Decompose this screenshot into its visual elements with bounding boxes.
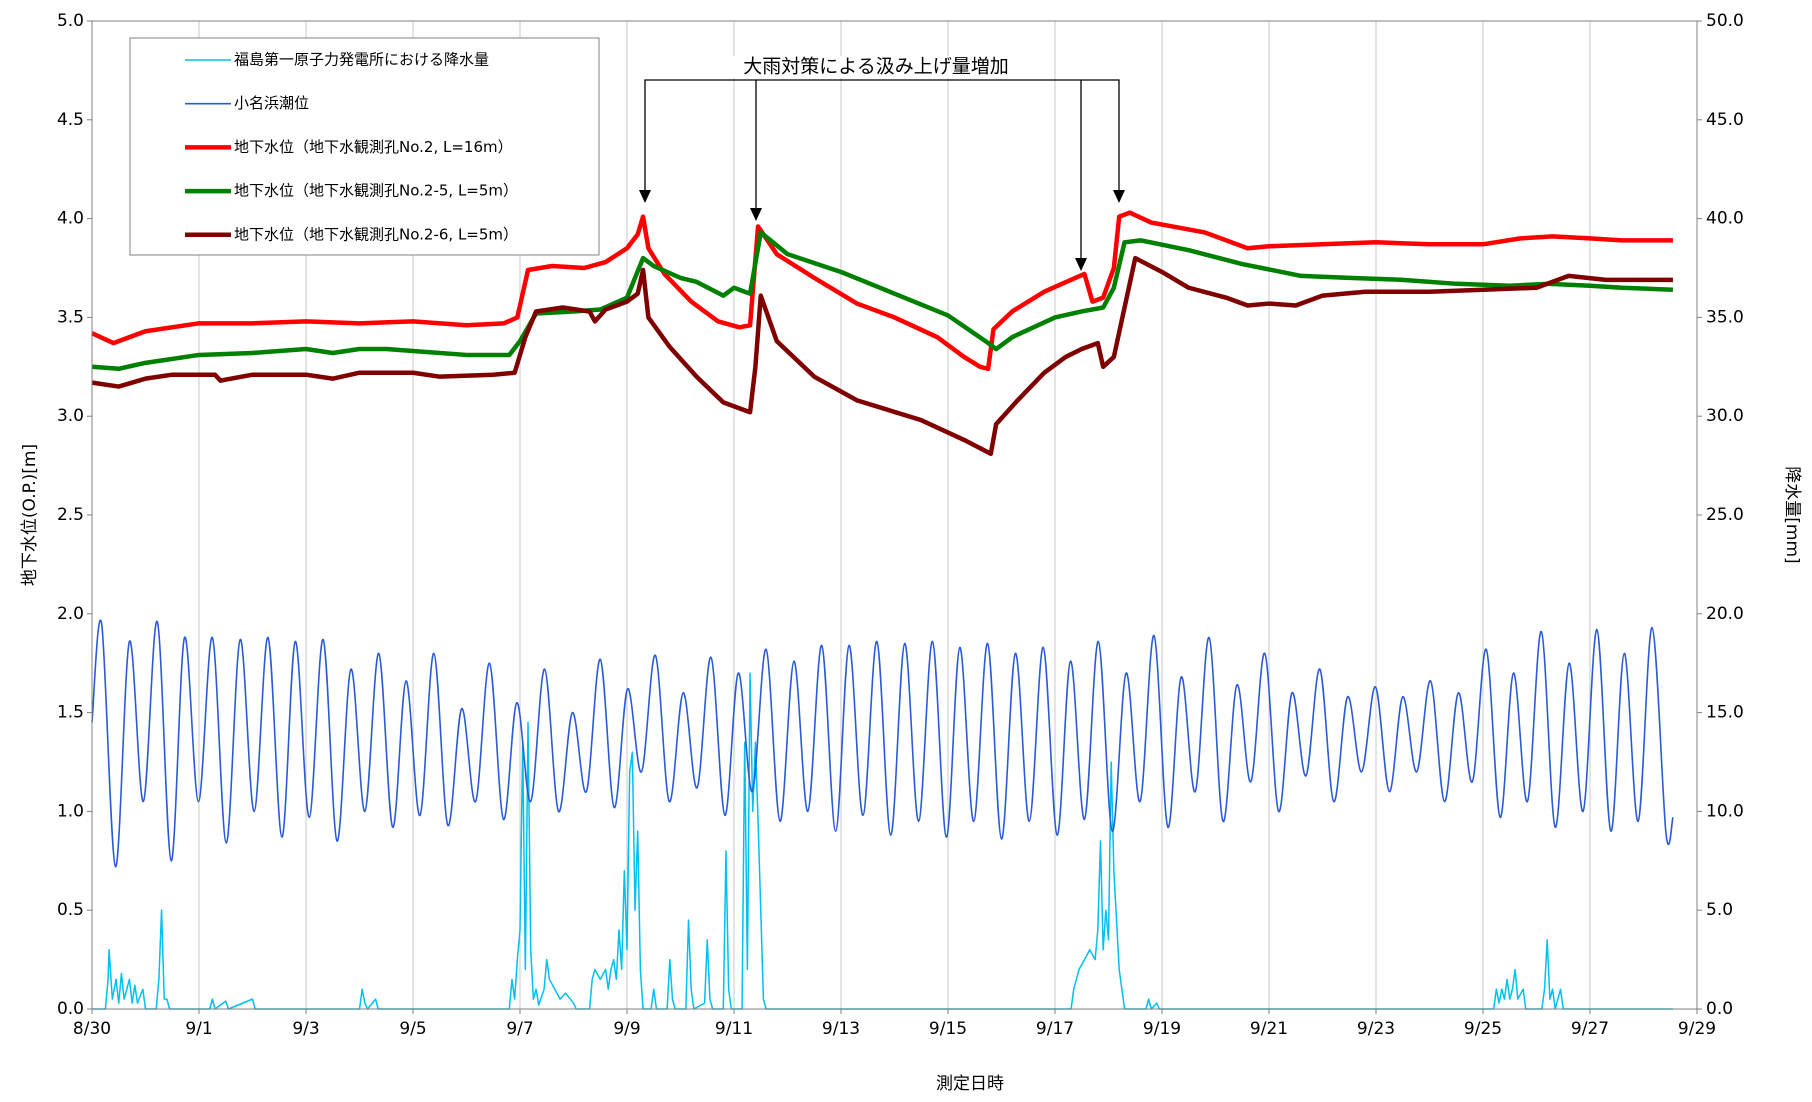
y2-tick-label: 0.0 [1706, 999, 1733, 1019]
y2-tick-label: 10.0 [1706, 801, 1744, 821]
series-line [91, 210, 1673, 372]
y-tick-label: 4.0 [57, 209, 84, 229]
y-tick-label: 0.0 [57, 999, 84, 1019]
series-line [91, 255, 1673, 456]
x-tick-label: 9/3 [292, 1019, 319, 1039]
x-tick-label: 9/21 [1250, 1019, 1288, 1039]
annotation-bracket [644, 79, 1120, 198]
x-tick-label: 9/27 [1571, 1019, 1609, 1039]
x-tick-label: 9/13 [822, 1019, 860, 1039]
y-tick-label: 5.0 [57, 11, 84, 31]
x-tick-label: 9/19 [1143, 1019, 1181, 1039]
y2-tick-label: 45.0 [1706, 110, 1744, 130]
y-tick-label: 0.5 [57, 900, 84, 920]
x-tick-label: 9/1 [185, 1019, 212, 1039]
y2-tick-label: 20.0 [1706, 604, 1744, 624]
y-tick-label: 1.5 [57, 703, 84, 723]
series-layer [91, 210, 1674, 1010]
y-tick-label: 3.5 [57, 307, 84, 327]
y2-tick-label: 15.0 [1706, 703, 1744, 723]
y2-tick-label: 30.0 [1706, 406, 1744, 426]
legend-label: 地下水位（地下水観測孔No.2-6, L=5m） [234, 225, 518, 243]
series-line [91, 619, 1674, 868]
x-tick-label: 9/29 [1678, 1019, 1716, 1039]
y-axis-title: 地下水位(O.P.)[m] [20, 444, 40, 586]
y2-tick-label: 35.0 [1706, 307, 1744, 327]
y-tick-label: 3.0 [57, 406, 84, 426]
annotation-arrows [639, 56, 1125, 271]
arrow-head [639, 190, 651, 203]
legend-label: 福島第一原子力発電所における降水量 [234, 51, 489, 69]
series-line [91, 230, 1674, 372]
x-tick-label: 9/15 [929, 1019, 967, 1039]
y2-tick-label: 50.0 [1706, 11, 1744, 31]
x-tick-label: 8/30 [73, 1019, 111, 1039]
legend-label: 地下水位（地下水観測孔No.2, L=16m） [234, 138, 513, 156]
legend-label: 地下水位（地下水観測孔No.2-5, L=5m） [234, 182, 518, 200]
arrow-head [1113, 190, 1125, 203]
annotation-bg [715, 56, 1035, 78]
y2-tick-label: 40.0 [1706, 209, 1744, 229]
x-tick-label: 9/7 [506, 1019, 533, 1039]
x-tick-label: 9/23 [1357, 1019, 1395, 1039]
x-tick-label: 9/9 [613, 1019, 640, 1039]
x-tick-label: 9/5 [399, 1019, 426, 1039]
legend-label: 小名浜潮位 [234, 94, 309, 112]
x-tick-label: 9/25 [1464, 1019, 1502, 1039]
y2-tick-label: 5.0 [1706, 900, 1733, 920]
y-tick-label: 2.5 [57, 505, 84, 525]
y-tick-label: 4.5 [57, 110, 84, 130]
y2-tick-label: 25.0 [1706, 505, 1744, 525]
arrow-head [750, 208, 762, 221]
x-tick-label: 9/17 [1036, 1019, 1074, 1039]
arrow-head [1075, 258, 1087, 271]
y-tick-label: 2.0 [57, 604, 84, 624]
grid-layer [91, 21, 1698, 1009]
x-axis-title: 測定日時 [936, 1074, 1004, 1094]
y-tick-label: 1.0 [57, 801, 84, 821]
y2-axis-title: 降水量[mm] [1782, 466, 1802, 563]
annotation: 大雨対策による汲み上げ量増加 [743, 56, 1008, 78]
label-layer: 8/30 9/1 9/3 9/5 9/7 9/9 9/11 9/13 9/15 9/17 9/19 9… [57, 11, 1744, 1039]
x-tick-label: 9/11 [715, 1019, 753, 1039]
